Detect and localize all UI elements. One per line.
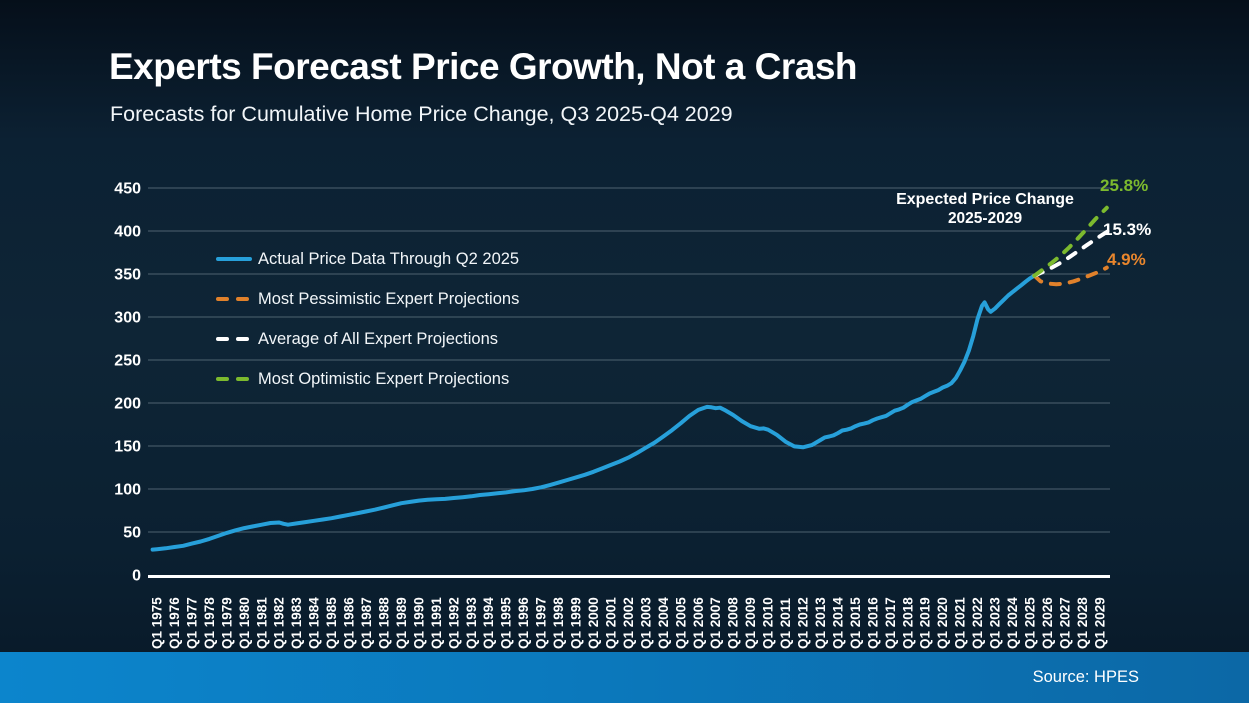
page-title: Experts Forecast Price Growth, Not a Cra… [109,46,858,87]
x-tick-label: Q1 2009 [743,597,758,649]
end-value-average: 15.3% [1103,220,1152,239]
y-tick-label: 300 [114,310,141,327]
footer-bar: Source: HPES [0,652,1249,703]
series-line-average [1032,229,1109,278]
series-line-actual [150,273,1037,552]
page-subtitle: Forecasts for Cumulative Home Price Chan… [110,102,733,126]
x-tick-label: Q1 2024 [1005,597,1020,649]
y-tick-label: 200 [114,396,141,413]
x-tick-label: Q1 2018 [900,597,915,649]
end-value-optimistic: 25.8% [1100,176,1149,195]
x-tick-label: Q1 1993 [464,597,479,649]
expected-price-change-annotation: Expected Price Change 2025-2029 [880,191,1090,228]
x-tick-label: Q1 2000 [586,597,601,649]
legend-label: Average of All Expert Projections [258,329,498,348]
x-tick-label: Q1 2007 [708,597,723,649]
y-tick-label: 0 [132,568,141,585]
x-tick-label: Q1 2005 [673,597,688,649]
x-tick-label: Q1 2021 [953,597,968,649]
x-tick-label: Q1 1984 [307,597,322,649]
legend-swatch-pessimistic-dashed-line [216,296,252,302]
x-tick-label: Q1 1978 [202,597,217,649]
legend-item-average: Average of All Expert Projections [216,328,498,350]
x-tick-label: Q1 2014 [830,597,845,649]
x-tick-label: Q1 1998 [551,597,566,649]
x-tick-label: Q1 2020 [935,597,950,649]
annotation-line2: 2025-2029 [947,210,1023,227]
x-tick-label: Q1 2019 [918,597,933,649]
legend-label: Actual Price Data Through Q2 2025 [258,249,520,268]
legend-item-optimistic: Most Optimistic Expert Projections [216,368,509,390]
x-tick-label: Q1 2011 [778,597,793,649]
x-tick-label: Q1 1981 [254,597,269,649]
x-tick-label: Q1 2004 [656,597,671,649]
x-tick-label: Q1 1996 [516,597,531,649]
x-tick-label: Q1 2015 [848,597,863,649]
legend-swatch-average-dashed-line [216,336,252,342]
x-tick-label: Q1 2017 [883,597,898,649]
x-tick-label: Q1 1992 [446,597,461,649]
y-tick-label: 350 [114,267,141,284]
legend-label: Most Optimistic Expert Projections [258,369,510,388]
x-tick-label: Q1 2016 [865,597,880,649]
x-tick-label: Q1 1976 [167,597,182,649]
x-tick-label: Q1 1990 [411,597,426,649]
source-credit: Source: HPES [1032,668,1139,686]
x-tick-label: Q1 1989 [394,597,409,649]
x-tick-label: Q1 1982 [272,597,287,649]
x-tick-label: Q1 1987 [359,597,374,649]
x-tick-label: Q1 1991 [429,597,444,649]
legend-swatch-actual-solid-line [216,257,252,261]
legend-label: Most Pessimistic Expert Projections [258,289,520,308]
series-line-pessimistic [1032,265,1109,287]
x-tick-label: Q1 2027 [1057,597,1072,649]
x-tick-label: Q1 1983 [289,597,304,649]
series-line-optimistic [1032,205,1109,278]
x-tick-label: Q1 1994 [481,597,496,649]
y-tick-label: 100 [114,482,141,499]
x-tick-label: Q1 1979 [219,597,234,649]
x-tick-label: Q1 1988 [376,597,391,649]
x-tick-label: Q1 1985 [324,597,339,649]
x-tick-label: Q1 2026 [1040,597,1055,649]
x-tick-label: Q1 2002 [621,597,636,649]
y-tick-label: 450 [114,181,141,198]
x-tick-label: Q1 2029 [1092,597,1107,649]
x-tick-label: Q1 2028 [1075,597,1090,649]
x-tick-label: Q1 2023 [988,597,1003,649]
y-tick-label: 50 [123,525,141,542]
x-tick-label: Q1 2006 [691,597,706,649]
y-tick-label: 150 [114,439,141,456]
x-tick-label: Q1 1986 [342,597,357,649]
x-tick-label: Q1 2003 [638,597,653,649]
legend-item-pessimistic: Most Pessimistic Expert Projections [216,288,519,310]
x-tick-label: Q1 2012 [796,597,811,649]
legend-item-actual: Actual Price Data Through Q2 2025 [216,248,519,270]
x-tick-label: Q1 2022 [970,597,985,649]
legend-swatch-optimistic-dashed-line [216,376,252,382]
x-tick-label: Q1 1997 [534,597,549,649]
annotation-line1: Expected Price Change [896,191,1074,208]
x-tick-label: Q1 1975 [150,597,165,649]
end-value-pessimistic: 4.9% [1107,250,1146,269]
x-tick-label: Q1 2008 [726,597,741,649]
y-tick-label: 250 [114,353,141,370]
x-tick-label: Q1 1980 [237,597,252,649]
x-tick-label: Q1 1999 [569,597,584,649]
x-tick-label: Q1 2001 [603,597,618,649]
y-tick-label: 400 [114,224,141,241]
x-tick-label: Q1 1995 [499,597,514,649]
x-tick-label: Q1 2025 [1023,597,1038,649]
x-tick-label: Q1 1977 [184,597,199,649]
x-tick-label: Q1 2013 [813,597,828,649]
x-tick-label: Q1 2010 [761,597,776,649]
